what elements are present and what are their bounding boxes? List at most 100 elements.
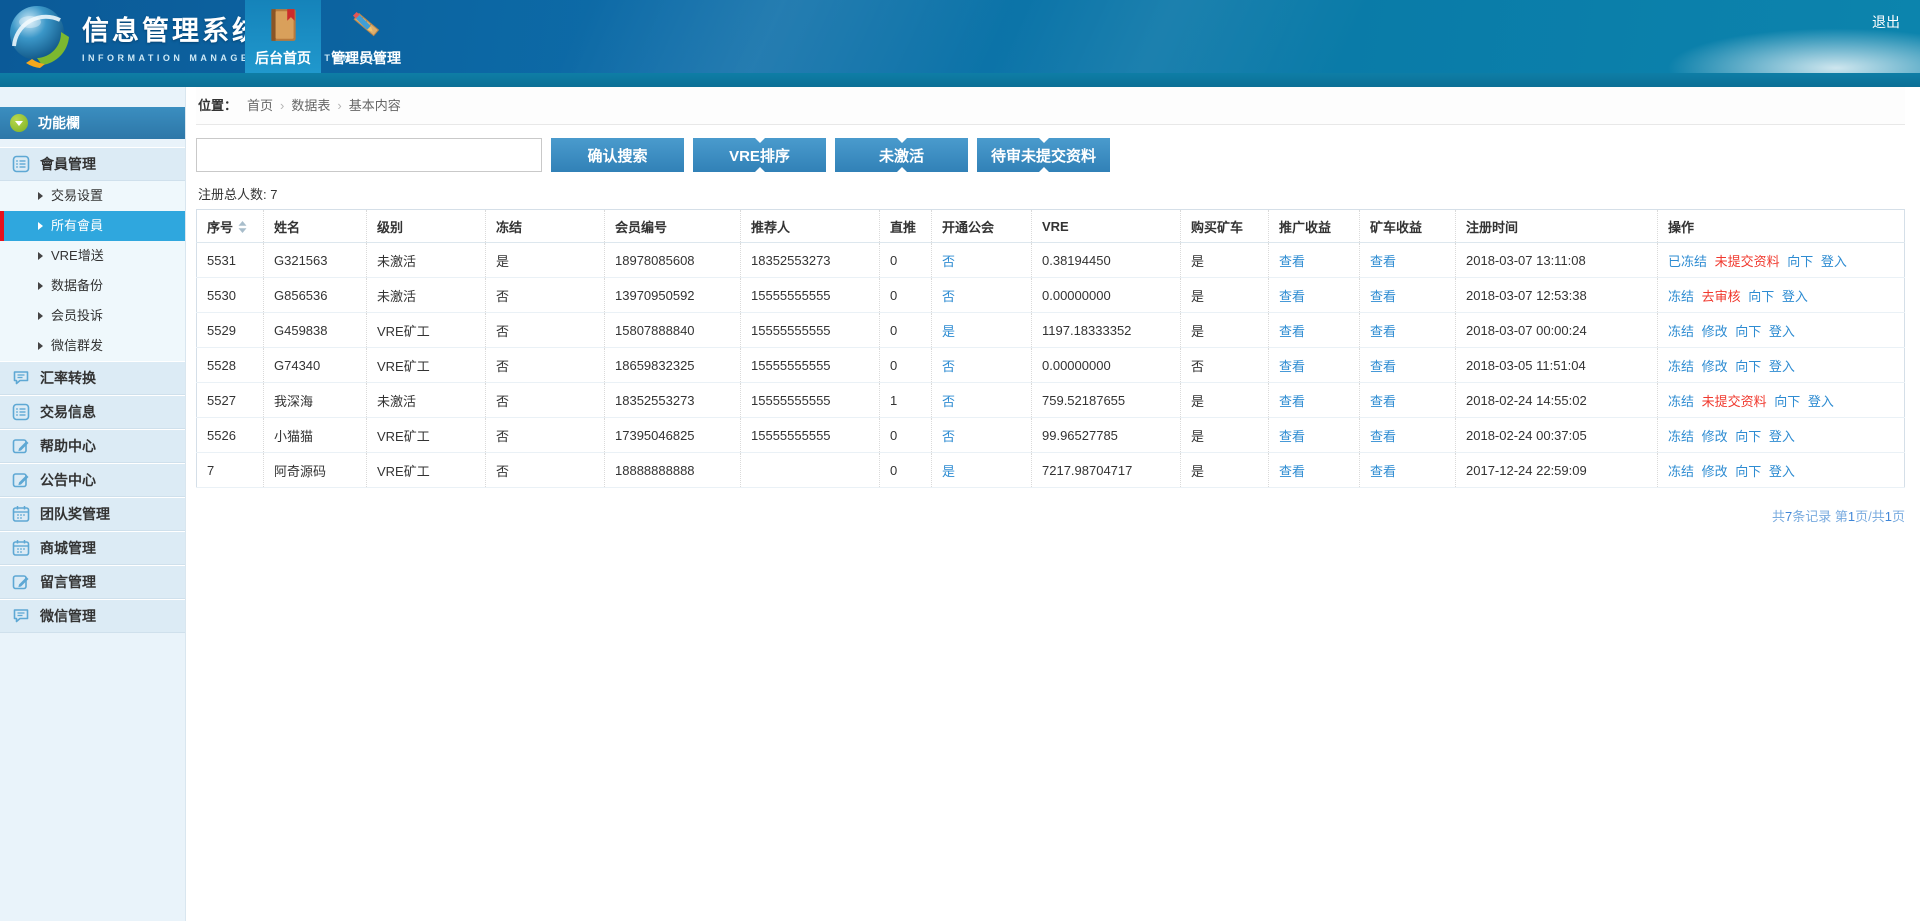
- sidebar-item-4[interactable]: 公告中心: [0, 463, 185, 497]
- sidebar-group-member-management[interactable]: 會員管理: [0, 147, 185, 181]
- search-button-4[interactable]: 待审未提交资料: [977, 138, 1110, 172]
- guild-toggle-link[interactable]: 否: [942, 253, 956, 269]
- action-link[interactable]: 向下: [1735, 428, 1762, 444]
- action-link[interactable]: 去审核: [1701, 288, 1741, 304]
- search-input[interactable]: [196, 138, 542, 172]
- sidebar-subitem-6[interactable]: 微信群发: [0, 331, 185, 361]
- registered-count-label: 注册总人数:: [198, 187, 267, 202]
- sidebar-subitem-5[interactable]: 会员投诉: [0, 301, 185, 331]
- view-link[interactable]: 查看: [1279, 288, 1306, 304]
- action-link[interactable]: 未提交资料: [1714, 253, 1780, 269]
- sidebar-item-6[interactable]: 商城管理: [0, 531, 185, 565]
- guild-toggle-link[interactable]: 是: [942, 323, 956, 339]
- cell-level: 未激活: [366, 242, 486, 278]
- cell-actions: 冻结 修改 向下 登入: [1657, 452, 1905, 488]
- view-link[interactable]: 查看: [1370, 288, 1397, 304]
- action-link[interactable]: 登入: [1768, 358, 1795, 374]
- cell-seq: 5531: [196, 242, 264, 278]
- action-link[interactable]: 冻结: [1668, 463, 1695, 479]
- action-link[interactable]: 登入: [1768, 428, 1795, 444]
- sidebar-subitem-3[interactable]: VRE增送: [0, 241, 185, 271]
- breadcrumb-link[interactable]: 首页: [247, 98, 274, 113]
- search-button-2[interactable]: VRE排序: [693, 138, 826, 172]
- registered-count-value: 7: [270, 187, 278, 202]
- view-link[interactable]: 查看: [1370, 253, 1397, 269]
- sidebar-item-label: 汇率转换: [40, 370, 96, 386]
- logout-link[interactable]: 退出: [1872, 14, 1900, 30]
- action-link[interactable]: 冻结: [1668, 428, 1695, 444]
- guild-toggle-link[interactable]: 否: [942, 428, 956, 444]
- action-link[interactable]: 登入: [1768, 463, 1795, 479]
- sidebar-subitem-1[interactable]: 交易设置: [0, 181, 185, 211]
- action-link[interactable]: 修改: [1701, 463, 1728, 479]
- action-link[interactable]: 向下: [1735, 323, 1762, 339]
- cell-guild: 否: [931, 277, 1032, 313]
- guild-toggle-link[interactable]: 否: [942, 288, 956, 304]
- column-header-7: 直推: [879, 209, 932, 243]
- nav-tab-2[interactable]: 管理员管理: [321, 0, 411, 73]
- breadcrumb-link[interactable]: 数据表: [291, 98, 331, 113]
- view-link[interactable]: 查看: [1279, 323, 1306, 339]
- view-link[interactable]: 查看: [1279, 253, 1306, 269]
- view-link[interactable]: 查看: [1370, 358, 1397, 374]
- view-link[interactable]: 查看: [1279, 358, 1306, 374]
- chat-icon: [12, 369, 30, 387]
- sidebar-item-1[interactable]: 汇率转换: [0, 361, 185, 395]
- search-button-1[interactable]: 确认搜索: [551, 138, 684, 172]
- sidebar-subitem-2[interactable]: 所有會員: [0, 211, 185, 241]
- action-link[interactable]: 已冻结: [1668, 253, 1708, 269]
- action-link[interactable]: 未提交资料: [1701, 393, 1767, 409]
- sidebar: 功能欄 會員管理 交易设置 所有會員 VRE增送 数据备份 会员投诉 微信群发 汇率转换交…: [0, 87, 186, 921]
- sidebar-panel-title[interactable]: 功能欄: [0, 107, 185, 139]
- cell-name: 小猫猫: [263, 417, 367, 453]
- pagination-number: 1: [1847, 509, 1856, 524]
- search-button-3[interactable]: 未激活: [835, 138, 968, 172]
- action-link[interactable]: 向下: [1787, 253, 1814, 269]
- action-link[interactable]: 冻结: [1668, 288, 1695, 304]
- calendar-icon: [12, 505, 30, 523]
- action-link[interactable]: 冻结: [1668, 358, 1695, 374]
- action-link[interactable]: 冻结: [1668, 323, 1695, 339]
- action-link[interactable]: 登入: [1781, 288, 1808, 304]
- view-link[interactable]: 查看: [1370, 323, 1397, 339]
- action-link[interactable]: 修改: [1701, 358, 1728, 374]
- sidebar-subitem-4[interactable]: 数据备份: [0, 271, 185, 301]
- column-header-1[interactable]: 序号: [196, 209, 264, 243]
- guild-toggle-link[interactable]: 否: [942, 358, 956, 374]
- breadcrumb-separator: ›: [280, 98, 285, 113]
- view-link[interactable]: 查看: [1279, 393, 1306, 409]
- cell-member_no: 18659832325: [604, 347, 741, 383]
- sidebar-item-5[interactable]: 团队奖管理: [0, 497, 185, 531]
- breadcrumb-link[interactable]: 基本内容: [348, 98, 401, 113]
- view-link[interactable]: 查看: [1279, 428, 1306, 444]
- cell-mine_cart: 是: [1180, 242, 1269, 278]
- view-link[interactable]: 查看: [1370, 428, 1397, 444]
- action-link[interactable]: 修改: [1701, 323, 1728, 339]
- cell-direct: 0: [879, 347, 932, 383]
- action-link[interactable]: 向下: [1735, 358, 1762, 374]
- action-link[interactable]: 冻结: [1668, 393, 1695, 409]
- pagination: 共7条记录 第1页/共1页: [196, 506, 1905, 525]
- action-link[interactable]: 向下: [1774, 393, 1801, 409]
- action-link[interactable]: 向下: [1735, 463, 1762, 479]
- sidebar-item-2[interactable]: 交易信息: [0, 395, 185, 429]
- action-link[interactable]: 登入: [1768, 323, 1795, 339]
- action-link[interactable]: 登入: [1820, 253, 1847, 269]
- cell-promo: 查看: [1268, 312, 1360, 348]
- view-link[interactable]: 查看: [1370, 463, 1397, 479]
- sidebar-item-8[interactable]: 微信管理: [0, 599, 185, 633]
- nav-tab-1[interactable]: 后台首页: [245, 0, 321, 87]
- column-header-12: 矿车收益: [1359, 209, 1456, 243]
- action-link[interactable]: 登入: [1807, 393, 1834, 409]
- guild-toggle-link[interactable]: 是: [942, 463, 956, 479]
- admin-tools-icon: [347, 6, 385, 44]
- sidebar-item-7[interactable]: 留言管理: [0, 565, 185, 599]
- sidebar-item-3[interactable]: 帮助中心: [0, 429, 185, 463]
- action-link[interactable]: 修改: [1701, 428, 1728, 444]
- sort-icon[interactable]: [238, 220, 247, 236]
- view-link[interactable]: 查看: [1370, 393, 1397, 409]
- guild-toggle-link[interactable]: 否: [942, 393, 956, 409]
- action-link[interactable]: 向下: [1748, 288, 1775, 304]
- list-icon: [12, 155, 30, 173]
- view-link[interactable]: 查看: [1279, 463, 1306, 479]
